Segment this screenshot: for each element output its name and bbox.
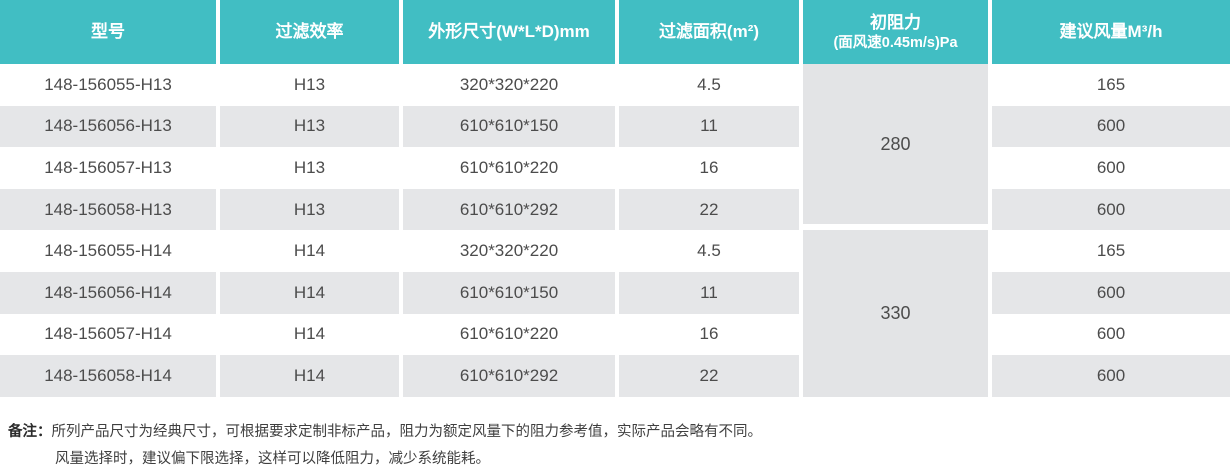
cell-airflow: 600 xyxy=(988,147,1230,189)
cell-dimensions: 610*610*220 xyxy=(399,313,615,356)
footnote-line-1: 备注：所列产品尺寸为经典尺寸，可根据要求定制非标产品，阻力为额定风量下的阻力参考… xyxy=(8,419,1230,446)
cell-dimensions: 610*610*150 xyxy=(399,271,615,314)
cell-area: 16 xyxy=(615,313,799,356)
cell-efficiency: H14 xyxy=(216,355,399,397)
cell-dimensions: 610*610*292 xyxy=(399,188,615,231)
cell-efficiency: H13 xyxy=(216,105,399,148)
cell-airflow: 600 xyxy=(988,188,1230,231)
cell-model: 148-156055-H14 xyxy=(0,230,216,272)
spec-table-header: 型号 过滤效率 外形尺寸(W*L*D)mm 过滤面积(m²) 初阻力 (面风速0… xyxy=(0,0,1230,64)
cell-efficiency: H14 xyxy=(216,271,399,314)
cell-area: 11 xyxy=(615,105,799,148)
col-header-model: 型号 xyxy=(0,0,216,64)
cell-dimensions: 610*610*150 xyxy=(399,105,615,148)
cell-area: 4.5 xyxy=(615,230,799,272)
cell-model: 148-156058-H14 xyxy=(0,355,216,397)
footnotes: 备注：所列产品尺寸为经典尺寸，可根据要求定制非标产品，阻力为额定风量下的阻力参考… xyxy=(0,419,1230,470)
cell-airflow: 600 xyxy=(988,355,1230,397)
table-row: 148-156056-H13 H13 610*610*150 11 600 xyxy=(0,105,1230,148)
cell-dimensions: 320*320*220 xyxy=(399,230,615,272)
cell-airflow: 165 xyxy=(988,230,1230,272)
cell-area: 4.5 xyxy=(615,64,799,106)
cell-model: 148-156056-H13 xyxy=(0,105,216,148)
cell-dimensions: 610*610*220 xyxy=(399,147,615,189)
col-header-area: 过滤面积(m²) xyxy=(615,0,799,64)
footnote-text-1: 所列产品尺寸为经典尺寸，可根据要求定制非标产品，阻力为额定风量下的阻力参考值，实… xyxy=(51,423,763,440)
table-row: 148-156055-H13 H13 320*320*220 4.5 280 1… xyxy=(0,64,1230,231)
cell-model: 148-156057-H13 xyxy=(0,147,216,189)
spec-table: 型号 过滤效率 外形尺寸(W*L*D)mm 过滤面积(m²) 初阻力 (面风速0… xyxy=(0,0,1230,397)
cell-efficiency: H13 xyxy=(216,64,399,106)
spec-table-body: 148-156055-H13 H13 320*320*220 4.5 280 1… xyxy=(0,64,1230,397)
col-header-efficiency: 过滤效率 xyxy=(216,0,399,64)
cell-area: 16 xyxy=(615,147,799,189)
col-header-resistance-title: 初阻力 xyxy=(870,13,921,33)
cell-area: 11 xyxy=(615,271,799,314)
cell-dimensions: 320*320*220 xyxy=(399,64,615,106)
cell-efficiency: H13 xyxy=(216,147,399,189)
cell-airflow: 600 xyxy=(988,313,1230,356)
table-row: 148-156057-H13 H13 610*610*220 16 600 xyxy=(0,147,1230,189)
header-row: 型号 过滤效率 外形尺寸(W*L*D)mm 过滤面积(m²) 初阻力 (面风速0… xyxy=(0,0,1230,64)
footnote-label: 备注： xyxy=(8,423,52,440)
cell-airflow: 600 xyxy=(988,105,1230,148)
cell-resistance-h14: 330 xyxy=(799,230,988,397)
col-header-resistance-subtitle: (面风速0.45m/s)Pa xyxy=(833,34,958,51)
cell-efficiency: H14 xyxy=(216,230,399,272)
cell-model: 148-156056-H14 xyxy=(0,271,216,314)
cell-airflow: 165 xyxy=(988,64,1230,106)
cell-dimensions: 610*610*292 xyxy=(399,355,615,397)
cell-efficiency: H13 xyxy=(216,188,399,231)
cell-airflow: 600 xyxy=(988,271,1230,314)
table-row: 148-156058-H14 H14 610*610*292 22 600 xyxy=(0,355,1230,397)
cell-model: 148-156058-H13 xyxy=(0,188,216,231)
cell-model: 148-156057-H14 xyxy=(0,313,216,356)
footnote-line-2: 风量选择时，建议偏下限选择，这样可以降低阻力，减少系统能耗。 xyxy=(55,450,490,467)
cell-efficiency: H14 xyxy=(216,313,399,356)
table-row: 148-156057-H14 H14 610*610*220 16 600 xyxy=(0,313,1230,356)
col-header-resistance: 初阻力 (面风速0.45m/s)Pa xyxy=(799,0,988,64)
col-header-dimensions: 外形尺寸(W*L*D)mm xyxy=(399,0,615,64)
cell-resistance-h13: 280 xyxy=(799,64,988,231)
table-row: 148-156056-H14 H14 610*610*150 11 600 xyxy=(0,271,1230,314)
cell-area: 22 xyxy=(615,355,799,397)
col-header-airflow: 建议风量M³/h xyxy=(988,0,1230,64)
table-row: 148-156055-H14 H14 320*320*220 4.5 330 1… xyxy=(0,230,1230,397)
table-row: 148-156058-H13 H13 610*610*292 22 600 xyxy=(0,188,1230,231)
cell-model: 148-156055-H13 xyxy=(0,64,216,106)
cell-area: 22 xyxy=(615,188,799,231)
